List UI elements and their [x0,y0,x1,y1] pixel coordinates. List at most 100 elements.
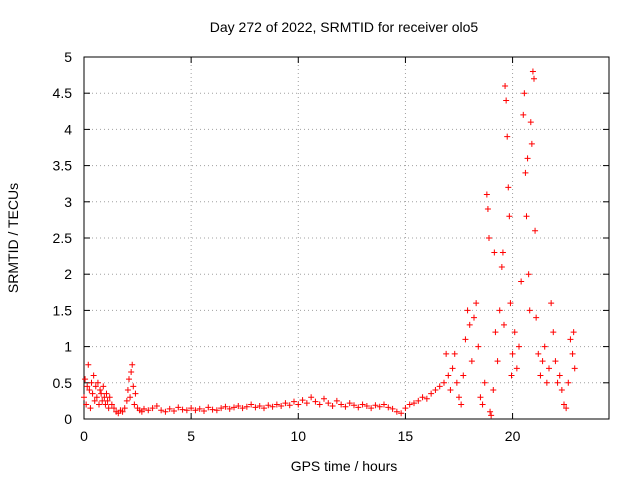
x-tick-label: 15 [398,428,414,444]
data-point [126,376,132,383]
data-point [235,402,242,409]
data-point [108,401,115,408]
data-point [99,397,106,404]
data-point [81,394,87,401]
data-point [209,406,216,413]
data-point [325,400,332,407]
data-point [415,397,422,404]
data-point [528,140,535,147]
data-point [196,405,203,412]
data-point [481,379,488,386]
data-point [103,390,110,397]
data-point [499,249,506,256]
data-point [393,408,400,415]
data-point [111,405,117,412]
data-point [201,408,207,415]
data-point [128,368,135,375]
data-point [473,300,480,307]
data-point [333,397,340,404]
data-point [359,401,366,408]
data-point [153,402,160,409]
data-point [91,397,98,404]
data-point [491,249,498,256]
data-point [548,300,555,307]
data-point [436,383,443,390]
data-point [86,387,93,394]
data-point [524,155,531,162]
data-point [231,404,237,411]
data-point [523,213,530,220]
data-point [338,401,345,408]
data-point [498,263,505,270]
x-tick-label: 0 [80,428,88,444]
data-point [554,379,561,386]
data-point [368,405,375,412]
data-point [132,390,139,397]
data-point [90,372,97,379]
data-point [85,361,92,368]
data-point [398,410,405,417]
data-point [488,412,495,419]
data-point [88,379,95,386]
data-point [299,397,306,404]
data-point [93,394,100,401]
data-point [535,350,542,357]
data-point [342,403,349,410]
data-point [550,329,557,336]
data-point [101,394,108,401]
data-point [100,383,107,390]
data-point [509,350,516,357]
x-tick-label: 20 [505,428,521,444]
data-point [462,336,469,343]
data-point [92,383,99,390]
data-point [456,394,462,401]
data-point [563,405,570,412]
data-point [248,401,255,408]
data-point [447,387,454,394]
data-point [402,405,409,412]
data-point [96,401,102,408]
data-point [468,358,475,365]
data-point [97,387,104,394]
data-point [522,169,529,176]
data-point [316,401,323,408]
y-tick-label: 1 [64,339,72,355]
data-point [166,405,173,412]
data-point [265,402,272,409]
data-point [308,394,315,401]
data-point [569,350,576,357]
data-point [496,307,503,314]
data-point [84,383,91,390]
data-point [490,387,497,394]
data-point [571,365,578,372]
y-tick-label: 2 [64,266,72,282]
data-point [537,372,544,379]
plot-frame [83,56,610,420]
data-point [428,390,435,397]
data-point [518,278,525,285]
data-point [441,379,447,386]
data-point [475,343,482,350]
data-point [411,400,417,407]
data-point [119,408,126,415]
data-point [558,387,565,394]
y-tick-label: 0.5 [53,375,73,391]
data-point [121,405,128,412]
data-point [123,397,130,404]
data-point [226,405,233,412]
axis-ticks: 0 0.5 1 1.5 2 2.5 3 3.5 4 4.5 5 0 5 10 15 20 [53,49,609,444]
data-point [355,404,362,411]
chart-title: Day 272 of 2022, SRMTID for receiver olo… [210,19,479,35]
data-point [543,379,550,386]
data-point [252,404,259,411]
data-point [484,206,491,213]
data-point [406,401,413,408]
data-point [508,372,515,379]
data-point [381,401,387,408]
data-point [556,372,563,379]
y-tick-label: 2.5 [53,230,73,246]
data-point [286,402,293,409]
data-point [158,407,165,414]
data-point [432,387,439,394]
